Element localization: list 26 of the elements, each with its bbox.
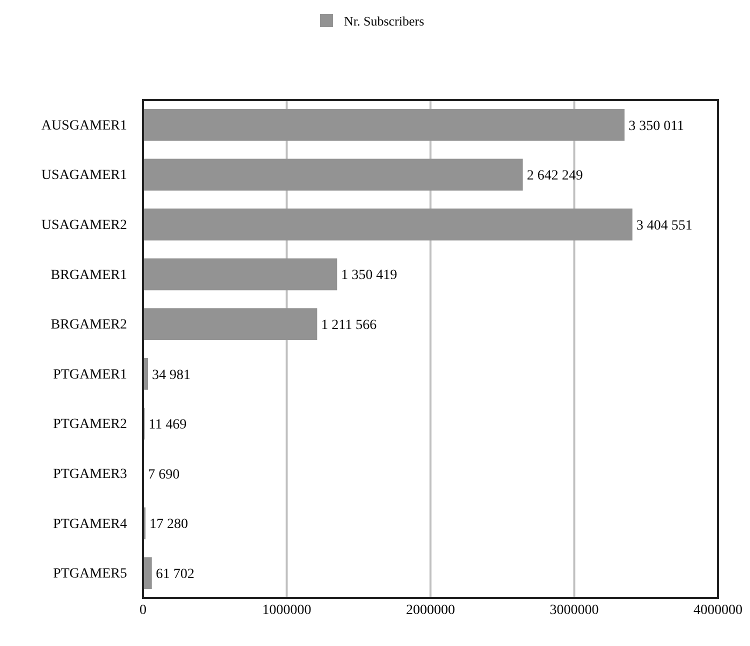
x-tick-label: 0 — [140, 602, 146, 618]
y-tick-label: PTGAMER2 — [53, 417, 127, 432]
legend-label: Nr. Subscribers — [344, 14, 424, 29]
data-label: 1 211 566 — [321, 318, 377, 333]
x-tick-label: 4000000 — [694, 602, 742, 618]
x-tick-label: 3000000 — [550, 602, 599, 618]
y-tick-label: PTGAMER3 — [53, 466, 127, 482]
data-label: 1 350 419 — [341, 268, 398, 284]
data-label: 11 469 — [148, 418, 187, 433]
data-label: 7 690 — [148, 467, 180, 482]
data-label: 17 280 — [149, 517, 188, 532]
y-tick-label: PTGAMER1 — [53, 367, 127, 382]
data-label: 61 702 — [156, 567, 194, 582]
y-tick-label: BRGAMER2 — [50, 318, 127, 333]
y-tick-label: BRGAMER1 — [50, 268, 127, 283]
data-label: 34 981 — [152, 368, 191, 383]
y-tick-label: USAGAMER2 — [41, 218, 127, 233]
y-tick-label: PTGAMER5 — [53, 566, 127, 582]
y-tick-label: PTGAMER4 — [53, 516, 127, 532]
x-tick-label: 2000000 — [406, 602, 455, 618]
data-label: 3 404 551 — [636, 218, 692, 234]
x-tick-label: 1000000 — [262, 602, 312, 618]
data-label: 3 350 011 — [628, 118, 684, 134]
data-label: 2 642 249 — [526, 168, 583, 184]
y-tick-label: USAGAMER1 — [41, 168, 127, 184]
y-tick-label: AUSGAMER1 — [41, 118, 127, 134]
